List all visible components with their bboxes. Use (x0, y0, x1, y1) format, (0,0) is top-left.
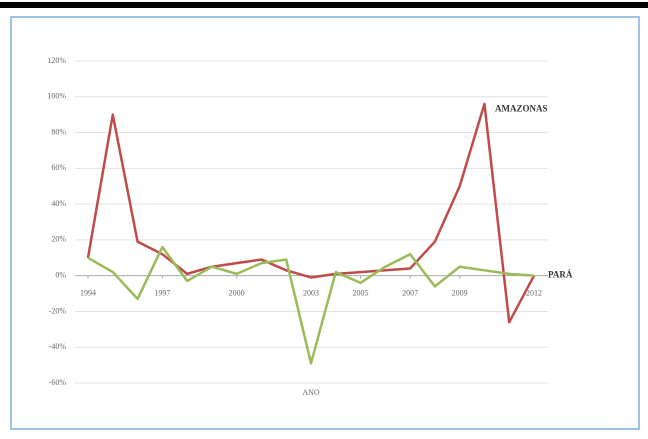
series-line (87, 245, 535, 365)
x-tick-label: 2005 (353, 288, 369, 297)
y-tick-label: -20% (49, 306, 67, 315)
series-label: PARÁ (548, 270, 573, 280)
x-tick-label: 2009 (452, 288, 468, 297)
y-tick-label: 100% (47, 92, 66, 101)
y-tick-label: 120% (47, 56, 66, 65)
y-tick-label: 40% (51, 199, 66, 208)
x-tick-label: 1994 (80, 288, 96, 297)
top-bar (0, 2, 648, 8)
y-tick-label: 80% (51, 127, 66, 136)
x-axis-label: ANO (302, 388, 320, 397)
chart-frame (10, 16, 640, 430)
series-label: AMAZONAS (495, 103, 548, 113)
x-tick-label: 2000 (229, 288, 245, 297)
series-line (86, 102, 536, 324)
x-tick-label: 2007 (402, 288, 418, 297)
y-tick-label: 60% (51, 163, 66, 172)
y-tick-label: 0% (55, 270, 66, 279)
y-tick-label: -40% (49, 342, 67, 351)
x-tick-label: 2012 (526, 288, 542, 297)
y-tick-label: 20% (51, 235, 66, 244)
y-tick-label: -60% (49, 378, 67, 387)
x-tick-label: 2003 (303, 288, 319, 297)
x-tick-label: 1997 (154, 288, 170, 297)
